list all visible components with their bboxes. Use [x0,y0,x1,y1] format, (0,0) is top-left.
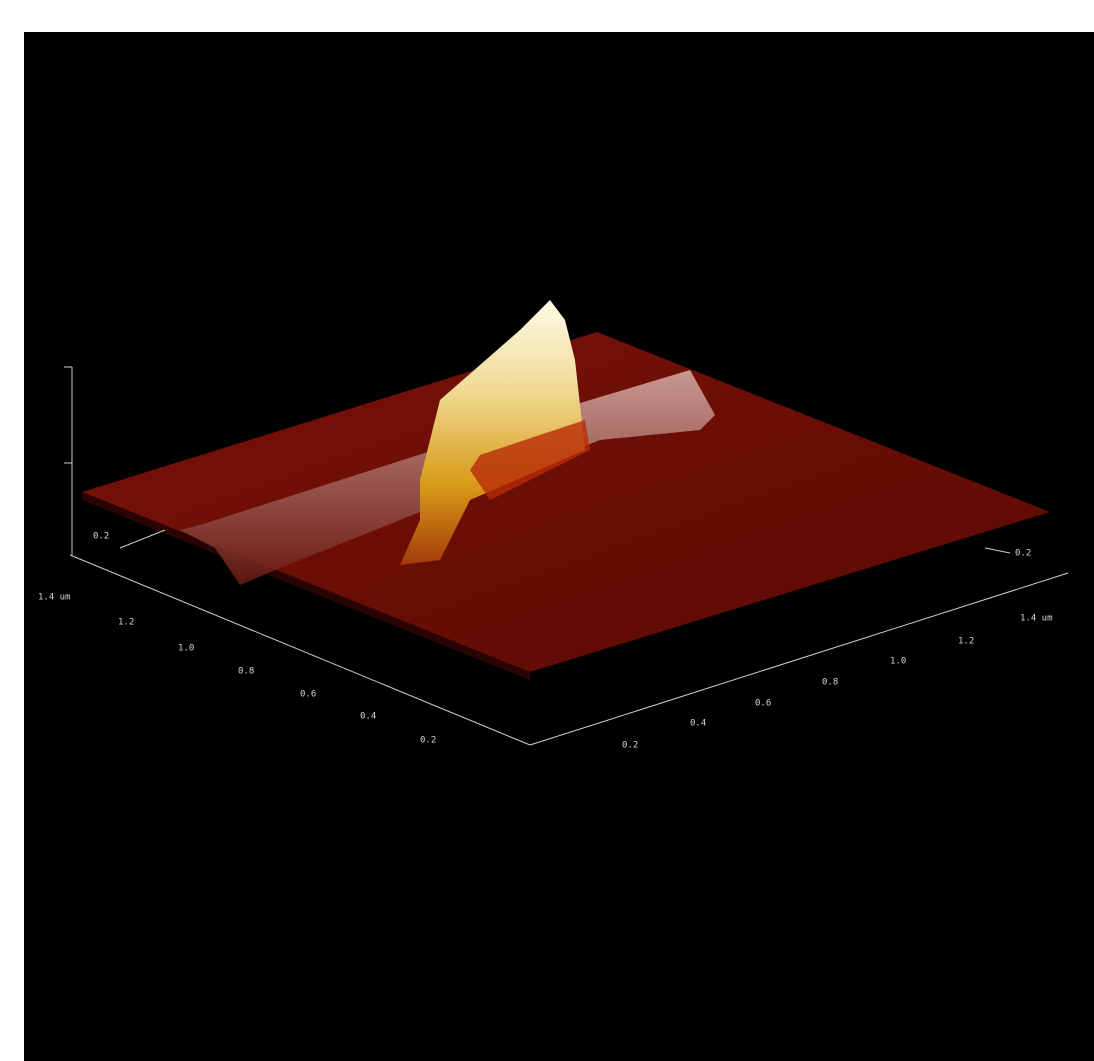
side-axis-label: 0.2 [1015,549,1031,559]
right-axis-label: 1.0 [890,657,906,667]
left-axis-label: 1.2 [118,618,134,628]
afm-view: 1.4 um 1.2 1.0 0.8 0.6 0.4 0.2 0.2 0.4 0.6 0.8 1.0 1… [0,0,1094,1061]
right-axis-label: 0.4 [690,719,706,729]
left-axis-label: 0.2 [420,736,436,746]
right-axis-label: 0.6 [755,699,771,709]
right-axis-label: 1.4 um [1020,614,1053,624]
side-axis-label: 0.2 [93,532,109,542]
left-axis-label: 1.0 [178,644,194,654]
left-axis-label: 0.8 [238,667,254,677]
left-axis-label: 0.6 [300,690,316,700]
right-axis-label: 1.2 [958,637,974,647]
left-axis-label: 0.4 [360,712,376,722]
right-axis-label: 0.8 [822,678,838,688]
left-axis-label: 1.4 um [38,593,71,603]
right-axis-label: 0.2 [622,741,638,751]
